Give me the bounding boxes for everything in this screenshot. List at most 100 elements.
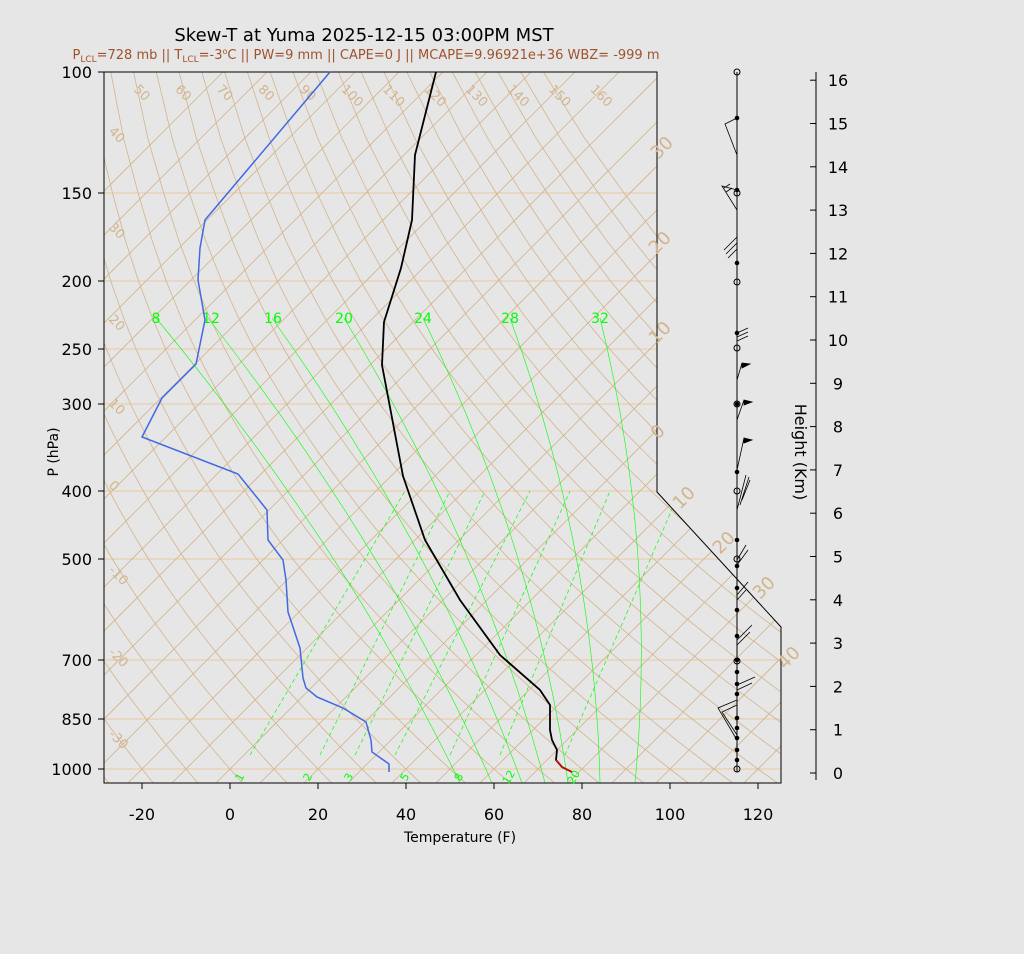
height-tick-label: 5 xyxy=(833,548,843,567)
pressure-tick-label: 150 xyxy=(61,184,92,203)
isotherm-line xyxy=(390,72,781,783)
dry-adiabat-line xyxy=(452,72,781,783)
height-tick-label: 7 xyxy=(833,461,843,480)
isotherm-label: 80 xyxy=(255,82,277,104)
dry-adiabat-line xyxy=(104,72,200,783)
isotherm-label: 10 xyxy=(669,482,700,513)
dry-adiabat-line xyxy=(520,72,781,783)
isotherm-line xyxy=(104,72,532,783)
height-tick-label: 2 xyxy=(833,677,843,696)
temperature-tick-label: -20 xyxy=(129,805,155,824)
temperature-tick-label: 80 xyxy=(572,805,592,824)
height-tick-label: 0 xyxy=(833,764,843,783)
isotherm-line xyxy=(104,72,356,783)
isotherm-line xyxy=(104,72,576,783)
isotherm-line xyxy=(919,72,1024,784)
pressure-tick-label: 250 xyxy=(61,340,92,359)
isotherm-line xyxy=(104,72,444,783)
isotherm-line xyxy=(258,72,781,783)
mixing-ratio-line xyxy=(499,490,611,756)
mixing-ratio-lines xyxy=(155,317,681,783)
mixing-ratio-line xyxy=(422,317,569,783)
dry-adiabat-line xyxy=(104,72,244,783)
isotherm-label: 30 xyxy=(105,220,127,242)
pressure-tick-label: 1000 xyxy=(51,760,92,779)
isotherm-labels: 50 60 70 80 90 100 110 120 130 140 150 160403020100… xyxy=(105,82,805,753)
pressure-ticks: 100 150 200 250 300 400 500 700 850 1000 xyxy=(51,63,104,779)
isotherm-label: 20 xyxy=(645,227,676,258)
isotherm-label: 30 xyxy=(749,572,780,603)
height-tick-label: 16 xyxy=(828,71,848,90)
height-tick-label: 15 xyxy=(828,115,848,134)
isotherm-lines xyxy=(104,72,1024,784)
isotherm-label: 60 xyxy=(172,82,194,104)
isotherm-label: 0 xyxy=(105,478,121,494)
mixing-ratio-line xyxy=(155,317,461,783)
mixing-ratio-label: 3 xyxy=(342,771,357,784)
isotherm-line xyxy=(346,72,781,783)
plot-border xyxy=(103,71,782,784)
isotherm-label: 90 xyxy=(296,82,318,104)
height-tick-label: 10 xyxy=(828,331,848,350)
dry-adiabat-line xyxy=(104,72,512,783)
wind-calm-marker xyxy=(733,344,741,352)
mixing-ratio-line xyxy=(249,490,406,756)
isotherm-label: 10 xyxy=(105,396,127,418)
isotherm-label: 100 xyxy=(338,82,366,110)
isotherm-label: 40 xyxy=(774,642,805,673)
pressure-tick-label: 300 xyxy=(61,395,92,414)
pressure-axis-label: P (hPa) xyxy=(46,427,62,476)
dry-adiabat-line xyxy=(292,72,781,783)
isotherm-label: 0 xyxy=(647,421,670,444)
dry-adiabat-line xyxy=(155,72,646,783)
height-tick-label: 3 xyxy=(833,634,843,653)
height-tick-label: 1 xyxy=(833,721,843,740)
parcel-profile xyxy=(555,759,573,773)
isotherm-line xyxy=(787,72,1024,784)
height-tick-label: 14 xyxy=(828,158,848,177)
isotherm-line xyxy=(104,72,708,783)
mixing-ratio-label: 20 xyxy=(335,311,353,327)
mixing-ratio-label: 24 xyxy=(414,311,432,327)
mixing-ratio-label: 28 xyxy=(501,311,519,327)
dry-adiabat-line xyxy=(0,72,20,784)
dry-adiabat-line xyxy=(360,72,781,783)
isotherm-label: 70 xyxy=(213,82,235,104)
mixing-ratio-label: 20 xyxy=(565,768,583,787)
mixing-ratio-labels: 8 12 16 20 24 28 321 2 3 5 8 12 20 xyxy=(152,311,609,787)
isotherm-line xyxy=(654,72,781,783)
dry-adiabat-line xyxy=(104,72,155,783)
isotherm-line xyxy=(170,72,781,783)
height-tick-label: 9 xyxy=(833,374,843,393)
dry-adiabat-line xyxy=(406,72,781,783)
chart-title: Skew-T at Yuma 2025-12-15 03:00PM MST xyxy=(174,25,554,46)
height-tick-label: 11 xyxy=(828,288,848,307)
dry-adiabat-line xyxy=(178,72,690,783)
mixing-ratio-label: 1 xyxy=(233,771,248,784)
pressure-tick-label: 200 xyxy=(61,272,92,291)
isotherm-line xyxy=(875,72,1024,784)
dry-adiabat-line xyxy=(104,72,289,783)
wind-calm-marker xyxy=(733,555,741,563)
isotherm-line xyxy=(522,72,781,783)
mixing-ratio-label: 2 xyxy=(301,771,316,784)
isotherm-line xyxy=(104,72,752,783)
dry-adiabat-line xyxy=(269,72,781,783)
isotherm-label: -20 xyxy=(105,645,131,671)
dry-adiabat-line xyxy=(247,72,781,783)
isotherm-line xyxy=(104,72,781,783)
mixing-ratio-line xyxy=(509,317,601,783)
wind-calm-marker xyxy=(733,765,741,773)
mixing-ratio-line xyxy=(599,317,642,783)
isotherm-label: 40 xyxy=(105,124,127,146)
isotherm-label: 160 xyxy=(587,82,615,110)
isotherm-line xyxy=(698,72,781,783)
dry-adiabat-line xyxy=(315,72,781,783)
isotherm-label: 50 xyxy=(130,82,152,104)
isotherm-line xyxy=(610,72,781,783)
isotherm-line xyxy=(831,72,1024,784)
dry-adiabat-line xyxy=(104,72,423,783)
isotherm-line xyxy=(126,72,781,783)
